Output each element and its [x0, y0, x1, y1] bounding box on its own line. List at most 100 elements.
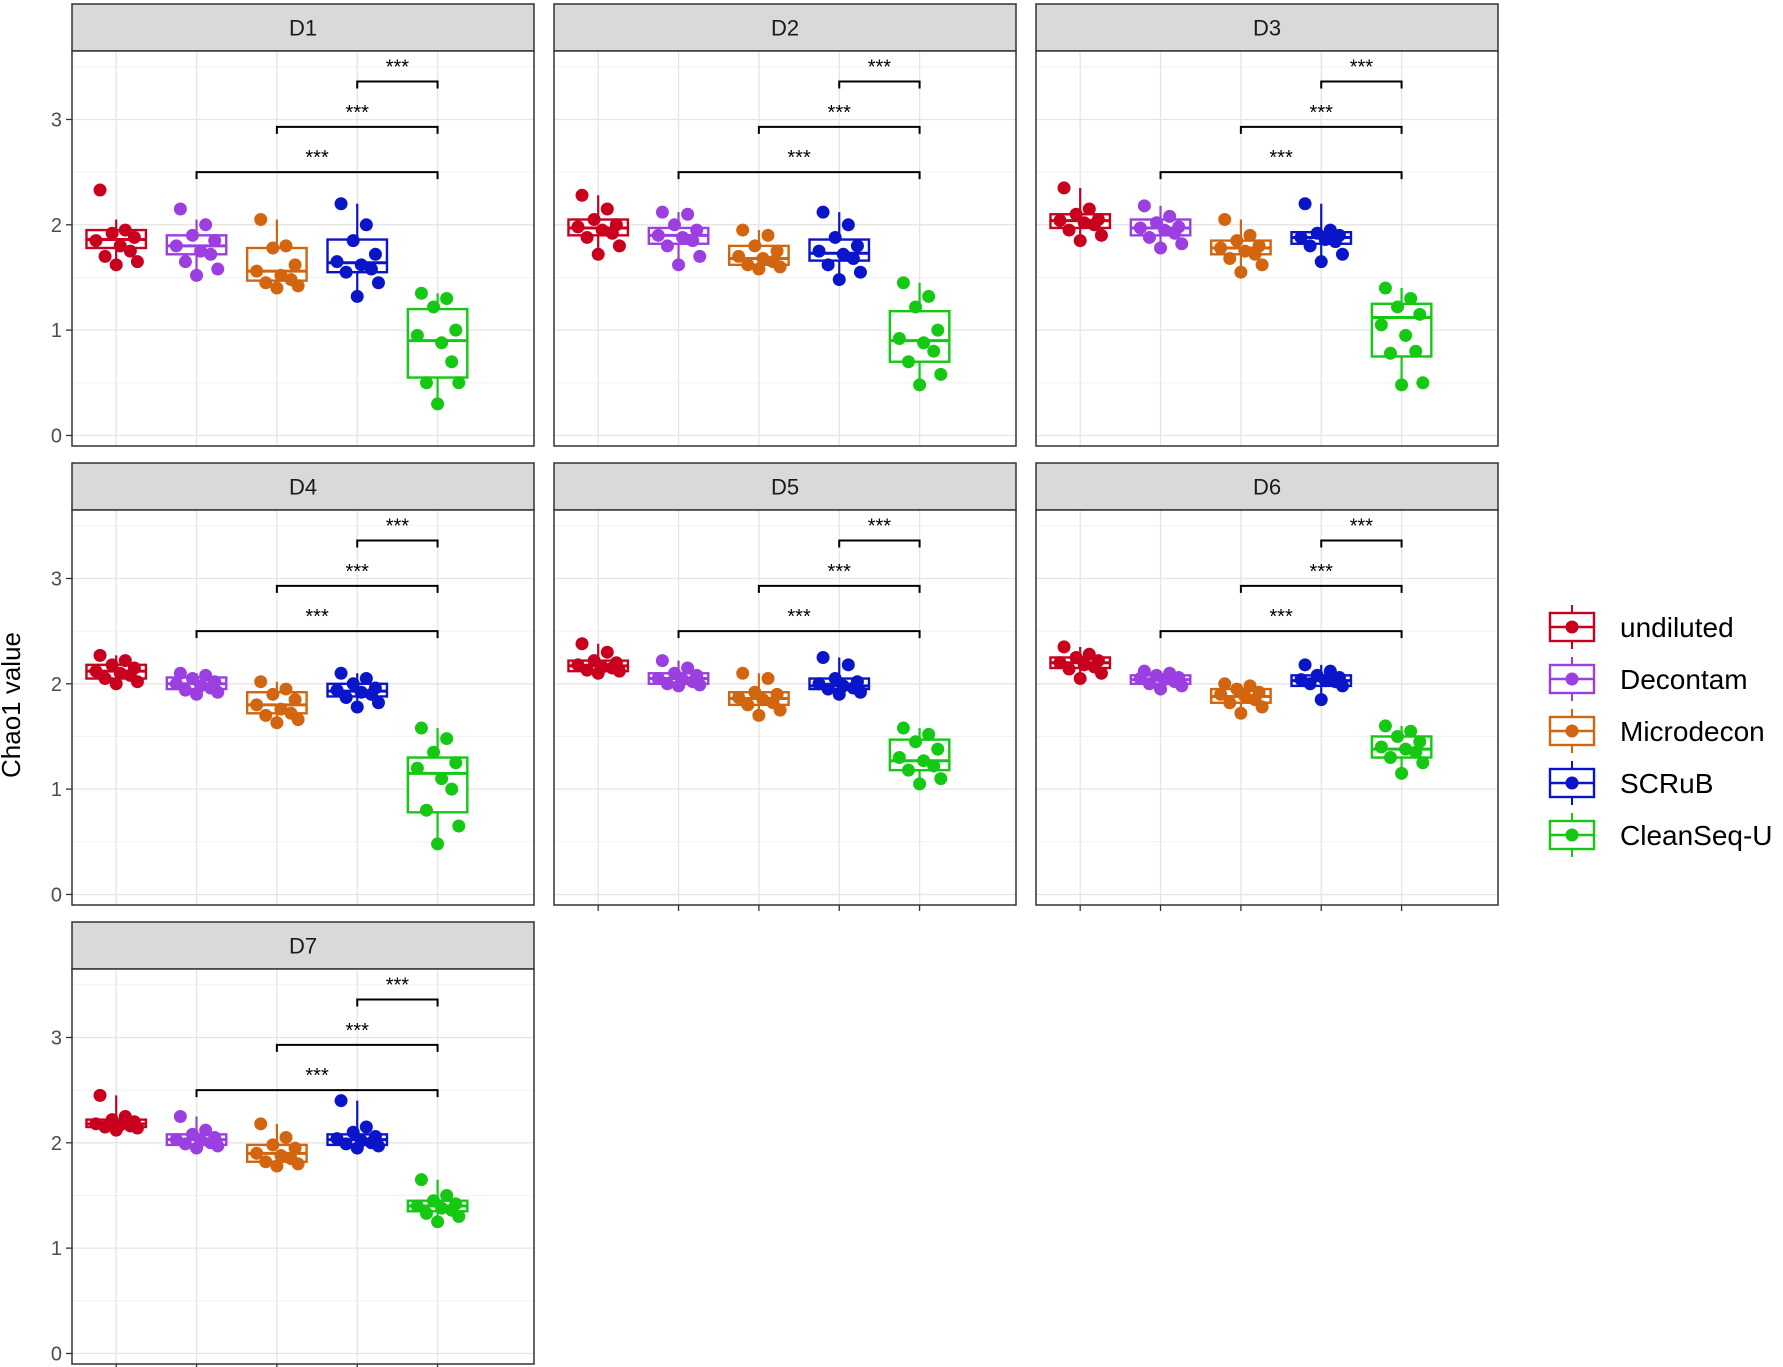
data-point: [816, 205, 830, 219]
data-point: [169, 677, 183, 691]
data-point: [334, 197, 348, 211]
data-point: [756, 693, 770, 707]
data-point: [1057, 640, 1071, 654]
data-point: [1294, 230, 1308, 244]
data-point: [1094, 666, 1108, 680]
box-D2-Microdecon: [727, 223, 790, 276]
data-point: [274, 268, 288, 282]
data-point: [770, 244, 784, 258]
strip-D4: [71, 462, 535, 511]
data-point: [690, 223, 704, 237]
data-point: [291, 279, 305, 293]
data-point: [419, 376, 433, 390]
box-D3-Decontam: [1129, 199, 1192, 255]
strip-D2: [553, 3, 1017, 52]
data-point: [1416, 376, 1430, 390]
box-D5-Microdecon: [727, 666, 790, 722]
significance-D3: *** *** ***: [1159, 57, 1403, 180]
significance-label: ***: [346, 102, 370, 124]
strip-label-D6: D6: [1253, 475, 1281, 500]
data-point: [761, 672, 775, 686]
data-point: [431, 837, 445, 851]
strip-label-D7: D7: [289, 934, 317, 959]
data-point: [427, 745, 441, 759]
data-point: [334, 666, 348, 680]
box-D1-Decontam: [165, 202, 228, 282]
data-point: [934, 772, 948, 786]
data-point: [1374, 740, 1388, 754]
data-point: [571, 220, 585, 234]
data-point: [892, 332, 906, 346]
data-point: [1073, 234, 1087, 248]
data-point: [291, 713, 305, 727]
y-tick-label: 3: [51, 1027, 62, 1049]
data-point: [105, 658, 119, 672]
data-point: [1374, 318, 1388, 332]
data-point: [841, 658, 855, 672]
box-D6-CleanSeq-U: [1370, 719, 1433, 780]
box-D4-undiluted: [85, 648, 148, 691]
data-point: [330, 255, 344, 269]
data-point: [841, 218, 855, 232]
data-point: [686, 234, 700, 248]
data-point: [330, 683, 344, 697]
data-point: [836, 247, 850, 261]
data-point: [1314, 693, 1328, 707]
panel-border-D5: [553, 509, 1017, 906]
significance-bracket: [1320, 539, 1403, 548]
data-point: [105, 226, 119, 240]
data-point: [291, 1157, 305, 1171]
box-D5-CleanSeq-U: [888, 721, 951, 791]
significance-bracket: [1159, 171, 1403, 180]
data-point: [364, 262, 378, 276]
data-point: [254, 1117, 268, 1131]
data-point: [901, 763, 915, 777]
data-point: [850, 239, 864, 253]
data-point: [350, 1141, 364, 1155]
box-D2-CleanSeq-U: [888, 276, 951, 392]
legend-key-point: [1565, 672, 1579, 686]
data-point: [591, 666, 605, 680]
significance-bracket: [1320, 80, 1403, 89]
data-point: [1328, 235, 1342, 249]
data-point: [853, 685, 867, 699]
data-point: [1142, 677, 1156, 691]
significance-label: ***: [386, 516, 410, 538]
legend-item-Decontam: Decontam: [1548, 657, 1748, 701]
box-D4-Decontam: [165, 666, 228, 701]
strip-label-D4: D4: [289, 475, 317, 500]
significance-label: ***: [346, 1020, 370, 1042]
significance-label: ***: [1269, 147, 1293, 169]
data-point: [1062, 662, 1076, 676]
data-point: [1163, 209, 1177, 223]
data-point: [359, 1120, 373, 1134]
y-tick-label: 3: [51, 109, 62, 131]
box-D7-Microdecon: [245, 1117, 308, 1173]
data-point: [274, 1148, 288, 1162]
data-point: [913, 378, 927, 392]
data-point: [173, 1109, 187, 1123]
data-point: [595, 223, 609, 237]
data-point: [98, 1120, 112, 1134]
data-point: [1137, 199, 1151, 213]
data-point: [1383, 751, 1397, 765]
data-point: [1133, 221, 1147, 235]
panel-D5: D5 *** *** ***: [553, 462, 1017, 911]
legend-key-point: [1565, 724, 1579, 738]
data-point: [917, 336, 931, 350]
data-point: [1409, 745, 1423, 759]
data-point: [445, 355, 459, 369]
panel-D3: D3 *** *** ***: [1035, 3, 1499, 447]
data-point: [266, 687, 280, 701]
data-point: [741, 258, 755, 272]
data-point: [732, 249, 746, 263]
data-point: [449, 756, 463, 770]
data-point: [440, 292, 454, 306]
significance-bracket: [757, 584, 921, 593]
data-point: [1413, 307, 1427, 321]
box-D3-undiluted: [1049, 181, 1112, 248]
data-point: [681, 207, 695, 221]
data-point: [896, 721, 910, 735]
data-point: [354, 258, 368, 272]
